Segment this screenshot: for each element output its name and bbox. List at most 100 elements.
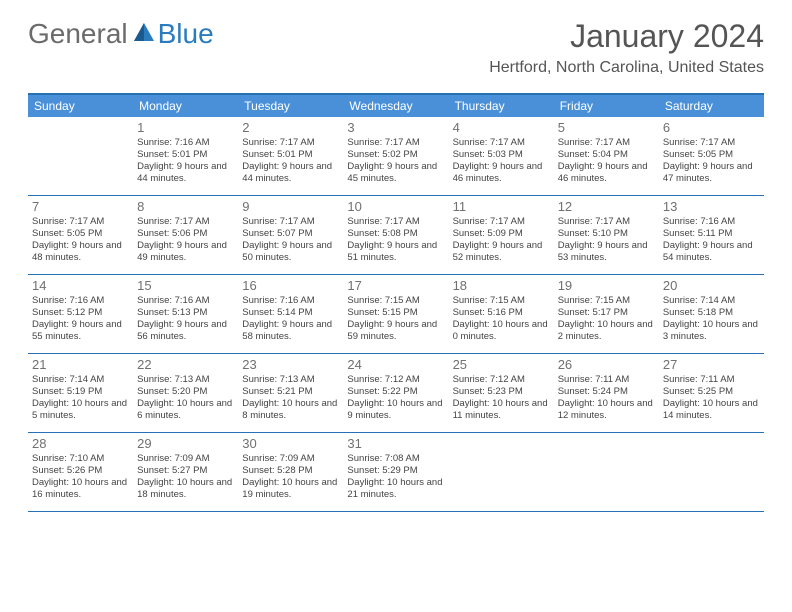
daylight-text: Daylight: 9 hours and 51 minutes.: [347, 240, 444, 264]
daylight-text: Daylight: 10 hours and 9 minutes.: [347, 398, 444, 422]
day-cell: [28, 117, 133, 195]
day-number: 12: [558, 199, 655, 214]
sunset-text: Sunset: 5:06 PM: [137, 228, 234, 240]
sunrise-text: Sunrise: 7:08 AM: [347, 453, 444, 465]
day-info: Sunrise: 7:16 AMSunset: 5:11 PMDaylight:…: [663, 216, 760, 264]
sunset-text: Sunset: 5:05 PM: [32, 228, 129, 240]
day-number: 27: [663, 357, 760, 372]
day-header: Friday: [554, 95, 659, 117]
day-info: Sunrise: 7:17 AMSunset: 5:02 PMDaylight:…: [347, 137, 444, 185]
day-cell: 21Sunrise: 7:14 AMSunset: 5:19 PMDayligh…: [28, 354, 133, 432]
sunrise-text: Sunrise: 7:17 AM: [137, 216, 234, 228]
day-cell: 2Sunrise: 7:17 AMSunset: 5:01 PMDaylight…: [238, 117, 343, 195]
daylight-text: Daylight: 10 hours and 0 minutes.: [453, 319, 550, 343]
daylight-text: Daylight: 10 hours and 6 minutes.: [137, 398, 234, 422]
day-cell: 10Sunrise: 7:17 AMSunset: 5:08 PMDayligh…: [343, 196, 448, 274]
day-number: 5: [558, 120, 655, 135]
day-number: 1: [137, 120, 234, 135]
day-number: 29: [137, 436, 234, 451]
week-row: 14Sunrise: 7:16 AMSunset: 5:12 PMDayligh…: [28, 275, 764, 354]
daylight-text: Daylight: 9 hours and 50 minutes.: [242, 240, 339, 264]
day-info: Sunrise: 7:16 AMSunset: 5:13 PMDaylight:…: [137, 295, 234, 343]
day-cell: 23Sunrise: 7:13 AMSunset: 5:21 PMDayligh…: [238, 354, 343, 432]
daylight-text: Daylight: 9 hours and 46 minutes.: [558, 161, 655, 185]
day-info: Sunrise: 7:17 AMSunset: 5:05 PMDaylight:…: [32, 216, 129, 264]
daylight-text: Daylight: 9 hours and 44 minutes.: [137, 161, 234, 185]
daylight-text: Daylight: 10 hours and 8 minutes.: [242, 398, 339, 422]
sunset-text: Sunset: 5:07 PM: [242, 228, 339, 240]
sunset-text: Sunset: 5:20 PM: [137, 386, 234, 398]
day-cell: [449, 433, 554, 511]
sunset-text: Sunset: 5:15 PM: [347, 307, 444, 319]
sunset-text: Sunset: 5:10 PM: [558, 228, 655, 240]
day-info: Sunrise: 7:17 AMSunset: 5:04 PMDaylight:…: [558, 137, 655, 185]
sunset-text: Sunset: 5:28 PM: [242, 465, 339, 477]
day-header: Thursday: [449, 95, 554, 117]
day-number: 23: [242, 357, 339, 372]
day-number: 16: [242, 278, 339, 293]
day-info: Sunrise: 7:16 AMSunset: 5:14 PMDaylight:…: [242, 295, 339, 343]
logo-text-general: General: [28, 18, 128, 50]
daylight-text: Daylight: 10 hours and 14 minutes.: [663, 398, 760, 422]
week-row: 7Sunrise: 7:17 AMSunset: 5:05 PMDaylight…: [28, 196, 764, 275]
sunrise-text: Sunrise: 7:13 AM: [137, 374, 234, 386]
daylight-text: Daylight: 10 hours and 2 minutes.: [558, 319, 655, 343]
daylight-text: Daylight: 10 hours and 19 minutes.: [242, 477, 339, 501]
daylight-text: Daylight: 10 hours and 21 minutes.: [347, 477, 444, 501]
day-cell: 30 Sunrise: 7:09 AMSunset: 5:28 PMDayligh…: [238, 433, 343, 511]
sunset-text: Sunset: 5:08 PM: [347, 228, 444, 240]
day-cell: 1 Sunrise: 7:16 AMSunset: 5:01 PMDaylight…: [133, 117, 238, 195]
daylight-text: Daylight: 9 hours and 47 minutes.: [663, 161, 760, 185]
day-info: Sunrise: 7:16 AMSunset: 5:01 PMDaylight:…: [137, 137, 234, 185]
calendar: SundayMondayTuesdayWednesdayThursdayFrid…: [28, 93, 764, 512]
day-number: 20: [663, 278, 760, 293]
sunset-text: Sunset: 5:24 PM: [558, 386, 655, 398]
sunset-text: Sunset: 5:01 PM: [137, 149, 234, 161]
day-cell: 4Sunrise: 7:17 AMSunset: 5:03 PMDaylight…: [449, 117, 554, 195]
day-info: Sunrise: 7:17 AMSunset: 5:07 PMDaylight:…: [242, 216, 339, 264]
day-number: 17: [347, 278, 444, 293]
daylight-text: Daylight: 9 hours and 44 minutes.: [242, 161, 339, 185]
day-number: 3: [347, 120, 444, 135]
sunrise-text: Sunrise: 7:13 AM: [242, 374, 339, 386]
week-row: 21Sunrise: 7:14 AMSunset: 5:19 PMDayligh…: [28, 354, 764, 433]
sunset-text: Sunset: 5:18 PM: [663, 307, 760, 319]
day-cell: 28Sunrise: 7:10 AMSunset: 5:26 PMDayligh…: [28, 433, 133, 511]
day-info: Sunrise: 7:15 AMSunset: 5:15 PMDaylight:…: [347, 295, 444, 343]
sunrise-text: Sunrise: 7:12 AM: [453, 374, 550, 386]
day-header: Wednesday: [343, 95, 448, 117]
day-cell: 20Sunrise: 7:14 AMSunset: 5:18 PMDayligh…: [659, 275, 764, 353]
sunset-text: Sunset: 5:01 PM: [242, 149, 339, 161]
day-number: 4: [453, 120, 550, 135]
sunset-text: Sunset: 5:02 PM: [347, 149, 444, 161]
day-number: 6: [663, 120, 760, 135]
day-info: Sunrise: 7:09 AMSunset: 5:28 PMDaylight:…: [242, 453, 339, 501]
day-cell: 18Sunrise: 7:15 AMSunset: 5:16 PMDayligh…: [449, 275, 554, 353]
day-number: 9: [242, 199, 339, 214]
day-info: Sunrise: 7:13 AMSunset: 5:20 PMDaylight:…: [137, 374, 234, 422]
day-cell: 15 Sunrise: 7:16 AMSunset: 5:13 PMDayligh…: [133, 275, 238, 353]
day-info: Sunrise: 7:17 AMSunset: 5:05 PMDaylight:…: [663, 137, 760, 185]
day-info: Sunrise: 7:14 AMSunset: 5:19 PMDaylight:…: [32, 374, 129, 422]
daylight-text: Daylight: 9 hours and 55 minutes.: [32, 319, 129, 343]
week-row: 1Sunrise: 7:16 AMSunset: 5:01 PMDaylight…: [28, 117, 764, 196]
day-number: 15: [137, 278, 234, 293]
day-number: 31: [347, 436, 444, 451]
sunrise-text: Sunrise: 7:17 AM: [242, 216, 339, 228]
daylight-text: Daylight: 9 hours and 58 minutes.: [242, 319, 339, 343]
day-number: 25: [453, 357, 550, 372]
daylight-text: Daylight: 9 hours and 53 minutes.: [558, 240, 655, 264]
day-info: Sunrise: 7:17 AMSunset: 5:08 PMDaylight:…: [347, 216, 444, 264]
sunset-text: Sunset: 5:03 PM: [453, 149, 550, 161]
daylight-text: Daylight: 10 hours and 5 minutes.: [32, 398, 129, 422]
day-cell: 8Sunrise: 7:17 AMSunset: 5:06 PMDaylight…: [133, 196, 238, 274]
title-block: January 2024 Hertford, North Carolina, U…: [489, 18, 764, 77]
day-cell: [659, 433, 764, 511]
day-number: 30: [242, 436, 339, 451]
sunrise-text: Sunrise: 7:16 AM: [137, 137, 234, 149]
day-number: 26: [558, 357, 655, 372]
sunrise-text: Sunrise: 7:17 AM: [558, 216, 655, 228]
daylight-text: Daylight: 9 hours and 46 minutes.: [453, 161, 550, 185]
sunset-text: Sunset: 5:16 PM: [453, 307, 550, 319]
sunrise-text: Sunrise: 7:16 AM: [663, 216, 760, 228]
